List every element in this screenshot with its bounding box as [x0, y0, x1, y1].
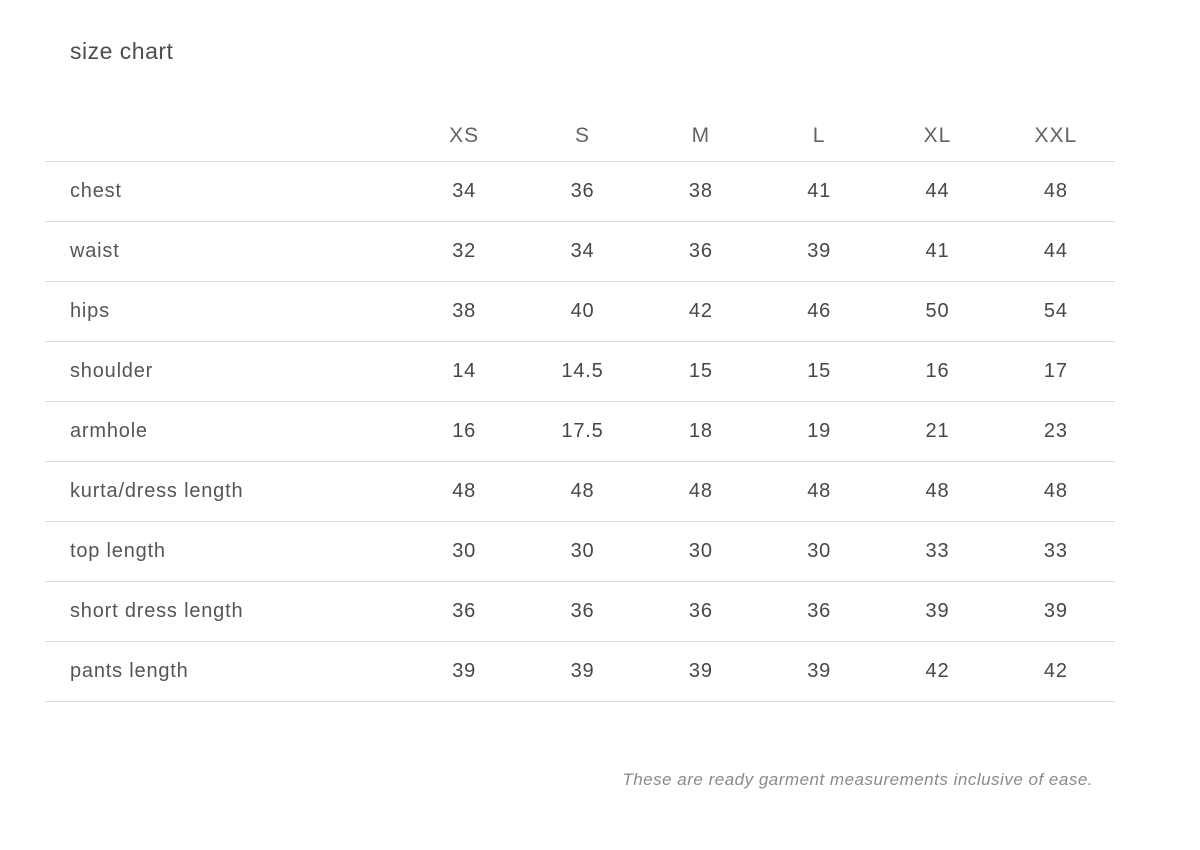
- measurement-value: 42: [878, 641, 997, 702]
- measurement-value: 48: [759, 461, 879, 522]
- table-row: waist 32 34 36 39 41 44: [45, 221, 1115, 282]
- measurement-value: 44: [878, 161, 997, 222]
- measurement-value: 23: [996, 401, 1115, 462]
- header-row: XS S M L XL XXL: [45, 111, 1115, 162]
- table-body: chest 34 36 38 41 44 48 waist 32 34 36 39 41 44 hips 38…: [45, 161, 1115, 702]
- footnote-text: These are ready garment measurements inc…: [622, 769, 1093, 789]
- measurement-value: 15: [759, 341, 879, 402]
- measurement-value: 15: [641, 341, 760, 402]
- measurement-value: 30: [641, 521, 760, 582]
- measurement-value: 32: [405, 221, 524, 282]
- measurement-value: 21: [878, 401, 997, 462]
- measurement-value: 19: [759, 401, 879, 462]
- measurement-value: 39: [759, 641, 879, 702]
- measurement-value: 33: [996, 521, 1115, 582]
- table-row: armhole 16 17.5 18 19 21 23: [45, 401, 1115, 462]
- measurement-value: 44: [996, 221, 1115, 282]
- measurement-value: 36: [641, 221, 760, 282]
- measurement-value: 39: [641, 641, 760, 702]
- header-cell-xs: XS: [405, 111, 524, 162]
- measurement-value: 48: [641, 461, 760, 522]
- measurement-value: 41: [878, 221, 997, 282]
- measurement-value: 36: [523, 161, 642, 222]
- page-title: size chart: [70, 38, 174, 64]
- row-label: armhole: [45, 401, 405, 462]
- measurement-value: 17: [996, 341, 1115, 402]
- measurement-value: 48: [996, 161, 1115, 222]
- header-cell-s: S: [523, 111, 642, 162]
- measurement-value: 39: [759, 221, 879, 282]
- row-label: top length: [45, 521, 405, 582]
- table-row: top length 30 30 30 30 33 33: [45, 521, 1115, 582]
- measurement-value: 50: [878, 281, 997, 342]
- table-row: hips 38 40 42 46 50 54: [45, 281, 1115, 342]
- header-cell-xl: XL: [878, 111, 997, 162]
- header-cell-empty: [45, 111, 405, 162]
- measurement-value: 33: [878, 521, 997, 582]
- measurement-value: 18: [641, 401, 760, 462]
- measurement-value: 30: [405, 521, 524, 582]
- measurement-value: 41: [759, 161, 879, 222]
- measurement-value: 38: [641, 161, 760, 222]
- measurement-value: 48: [405, 461, 524, 522]
- measurement-value: 48: [523, 461, 642, 522]
- table-row: kurta/dress length 48 48 48 48 48 48: [45, 461, 1115, 522]
- measurement-value: 36: [405, 581, 524, 642]
- header-cell-l: L: [759, 111, 879, 162]
- row-label: hips: [45, 281, 405, 342]
- measurement-value: 34: [405, 161, 524, 222]
- measurement-value: 14.5: [523, 341, 642, 402]
- table-header: XS S M L XL XXL: [45, 111, 1115, 162]
- row-label: shoulder: [45, 341, 405, 402]
- table-row: shoulder 14 14.5 15 15 16 17: [45, 341, 1115, 402]
- measurement-value: 30: [759, 521, 879, 582]
- row-label: short dress length: [45, 581, 405, 642]
- measurement-value: 42: [996, 641, 1115, 702]
- header-cell-xxl: XXL: [996, 111, 1115, 162]
- measurement-value: 40: [523, 281, 642, 342]
- measurement-value: 39: [878, 581, 997, 642]
- measurement-value: 54: [996, 281, 1115, 342]
- measurement-value: 38: [405, 281, 524, 342]
- measurement-value: 39: [405, 641, 524, 702]
- measurement-value: 48: [996, 461, 1115, 522]
- measurement-value: 36: [523, 581, 642, 642]
- measurement-value: 16: [878, 341, 997, 402]
- table-row: pants length 39 39 39 39 42 42: [45, 641, 1115, 702]
- measurement-value: 34: [523, 221, 642, 282]
- measurement-value: 30: [523, 521, 642, 582]
- row-label: pants length: [45, 641, 405, 702]
- row-label: kurta/dress length: [45, 461, 405, 522]
- measurement-value: 46: [759, 281, 879, 342]
- header-cell-m: M: [641, 111, 760, 162]
- measurement-value: 36: [641, 581, 760, 642]
- measurement-value: 36: [759, 581, 879, 642]
- row-label: waist: [45, 221, 405, 282]
- row-label: chest: [45, 161, 405, 222]
- measurement-value: 17.5: [523, 401, 642, 462]
- measurement-value: 39: [523, 641, 642, 702]
- table-row: chest 34 36 38 41 44 48: [45, 161, 1115, 222]
- size-chart-table: XS S M L XL XXL chest 34 36 38 41 44 48 waist 32 34 36 3…: [45, 111, 1115, 702]
- table-row: short dress length 36 36 36 36 39 39: [45, 581, 1115, 642]
- measurement-value: 42: [641, 281, 760, 342]
- measurement-value: 16: [405, 401, 524, 462]
- measurement-value: 48: [878, 461, 997, 522]
- measurement-value: 14: [405, 341, 524, 402]
- measurement-value: 39: [996, 581, 1115, 642]
